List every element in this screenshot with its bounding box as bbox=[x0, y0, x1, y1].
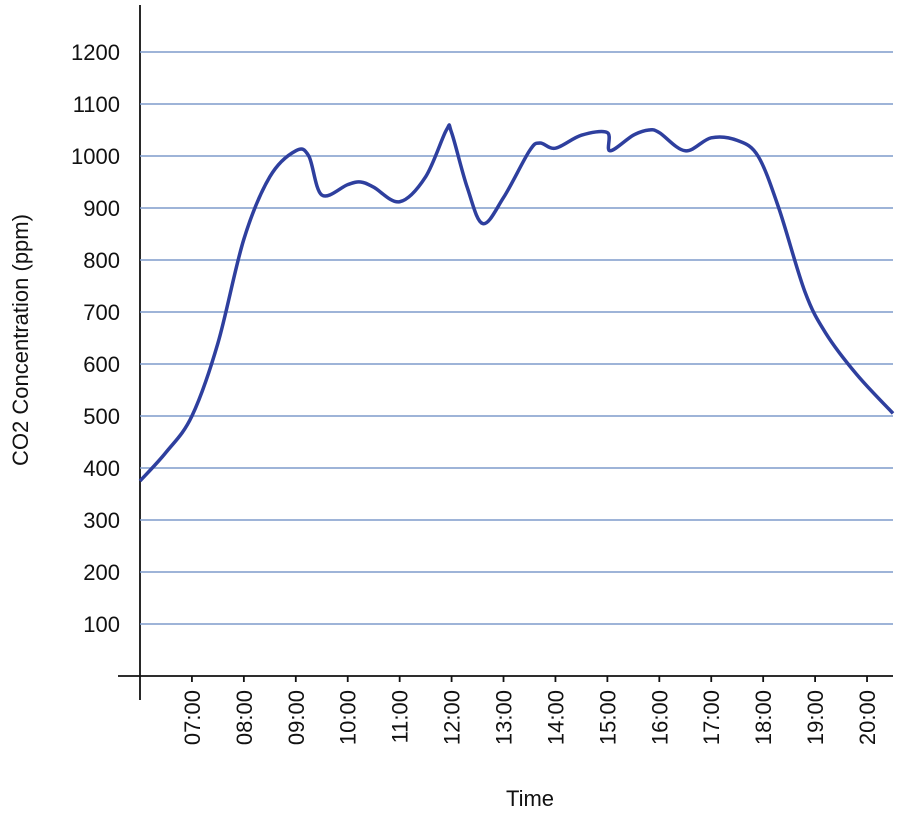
y-tick-label: 300 bbox=[83, 508, 120, 533]
y-tick-label: 500 bbox=[83, 404, 120, 429]
x-axis-label: Time bbox=[506, 786, 554, 811]
x-tick-label: 20:00 bbox=[855, 690, 880, 745]
y-tick-label: 700 bbox=[83, 300, 120, 325]
y-tick-label: 1200 bbox=[71, 40, 120, 65]
x-tick-label: 11:00 bbox=[388, 690, 413, 743]
x-tick-label: 08:00 bbox=[232, 690, 257, 745]
x-tick-label: 13:00 bbox=[492, 690, 517, 745]
y-tick-label: 900 bbox=[83, 196, 120, 221]
data-line bbox=[138, 123, 895, 483]
y-tick-label: 1100 bbox=[73, 92, 120, 117]
y-tick-label: 800 bbox=[83, 248, 120, 273]
x-tick-label: 16:00 bbox=[647, 690, 672, 745]
x-tick-label: 09:00 bbox=[284, 690, 309, 745]
x-tick-label: 19:00 bbox=[803, 690, 828, 745]
y-tick-label: 1000 bbox=[71, 144, 120, 169]
x-tick-label: 18:00 bbox=[751, 690, 776, 745]
x-tick-label: 12:00 bbox=[440, 690, 465, 745]
y-tick-label: 200 bbox=[83, 560, 120, 585]
y-tick-label: 400 bbox=[83, 456, 120, 481]
x-tick-label: 14:00 bbox=[543, 690, 568, 745]
y-tick-label: 100 bbox=[83, 612, 120, 637]
y-tick-label: 600 bbox=[83, 352, 120, 377]
x-tick-label: 10:00 bbox=[336, 690, 361, 745]
x-tick-label: 15:00 bbox=[595, 690, 620, 745]
x-tick-label: 07:00 bbox=[180, 690, 205, 745]
x-tick-label: 17:00 bbox=[699, 690, 724, 745]
y-axis-label: CO2 Concentration (ppm) bbox=[8, 214, 33, 466]
